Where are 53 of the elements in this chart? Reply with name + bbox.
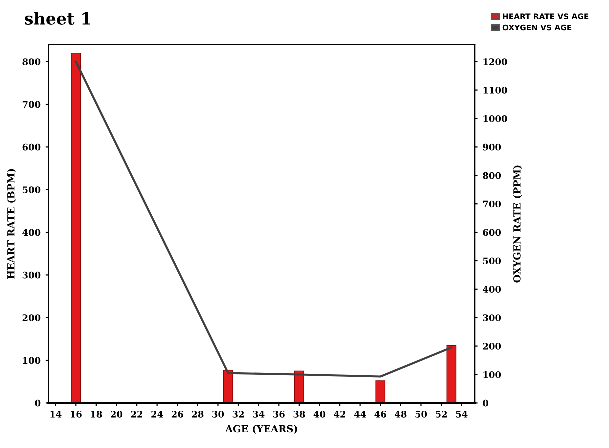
- y2-tick-label: 1000: [484, 115, 508, 122]
- bar: [71, 52, 82, 404]
- x-tick-label: 30: [212, 411, 224, 418]
- y2-tick-label: 600: [483, 229, 502, 236]
- bar: [376, 380, 386, 404]
- y2-tick-label: 500: [483, 258, 502, 265]
- y-tick-label: 0: [35, 400, 41, 407]
- x-tick-label: 18: [91, 411, 102, 418]
- y2-tick-label: 800: [483, 172, 502, 180]
- y-tick-label: 600: [22, 144, 41, 151]
- x-tick-label: 20: [111, 411, 123, 418]
- x-tick-label: 54: [456, 411, 468, 418]
- y-tick-label: 300: [22, 272, 41, 279]
- x-tick-label: 52: [436, 411, 447, 418]
- x-tick-label: 40: [314, 411, 326, 418]
- x-tick-label: 48: [395, 411, 407, 418]
- y-tick-label: 400: [22, 229, 41, 236]
- y2-tick-label: 0: [483, 400, 489, 407]
- y2-tick-label: 1100: [484, 87, 508, 94]
- bar: [446, 345, 457, 404]
- y2-tick-label: 700: [483, 200, 502, 208]
- y2-axis-title: OXYGEN RATE (PPM): [513, 166, 522, 283]
- x-tick-label: 36: [273, 411, 285, 418]
- x-tick-label: 28: [192, 411, 204, 418]
- x-tick-label: 26: [172, 411, 184, 418]
- y2-tick-label: 400: [483, 286, 502, 293]
- x-tick-label: 24: [152, 411, 164, 418]
- x-tick-label: 50: [416, 411, 428, 418]
- y2-tick-label: 300: [483, 314, 502, 322]
- bar: [294, 370, 304, 404]
- x-tick-label: 38: [294, 411, 306, 418]
- x-tick-label: 44: [354, 411, 366, 418]
- x-axis-title: AGE (YEARS): [225, 425, 298, 434]
- y2-tick-label: 1200: [484, 58, 508, 66]
- chart-title: sheet 1: [25, 12, 91, 25]
- y-tick-label: 200: [22, 314, 41, 322]
- x-tick-label: 22: [131, 411, 142, 418]
- y2-tick-label: 200: [483, 343, 502, 350]
- y-axis-title: HEART RATE (BPM): [7, 169, 16, 280]
- x-tick-label: 14: [50, 411, 62, 418]
- y-tick-label: 700: [22, 101, 41, 108]
- y2-tick-label: 100: [484, 371, 502, 378]
- x-tick-label: 46: [374, 411, 386, 418]
- y-tick-label: 500: [22, 186, 41, 194]
- x-tick-label: 16: [70, 411, 82, 418]
- y2-tick-label: 900: [483, 144, 502, 151]
- x-tick-label: 32: [232, 411, 244, 418]
- x-tick-label: 34: [253, 411, 265, 418]
- y-tick-label: 800: [22, 58, 41, 66]
- line-series: [75, 60, 453, 378]
- x-tick-label: 42: [334, 411, 346, 418]
- bar: [223, 370, 234, 404]
- y-tick-label: 100: [23, 357, 41, 364]
